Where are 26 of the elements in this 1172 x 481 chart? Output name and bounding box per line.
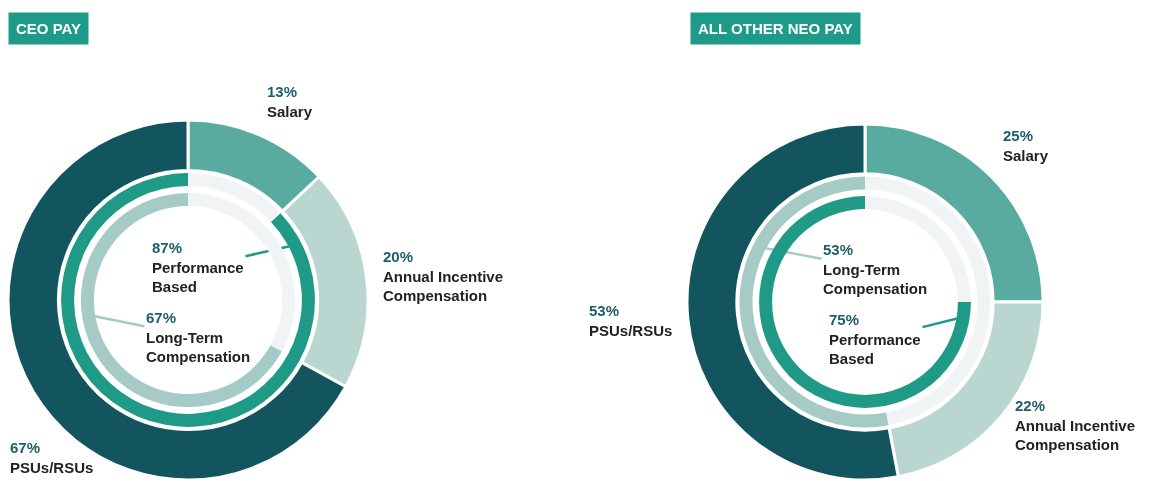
data-label: 67% bbox=[10, 439, 41, 456]
slice-label: Annual Incentive Compensation bbox=[383, 267, 504, 304]
data-label: 53% bbox=[823, 241, 854, 258]
slice-label: Annual Incentive Compensation bbox=[1015, 416, 1136, 453]
slice-label: PSUs/RSUs bbox=[10, 458, 94, 476]
donut-slice bbox=[188, 173, 281, 223]
slice-label: Performance Based bbox=[152, 258, 244, 295]
slice-label: Performance Based bbox=[829, 330, 921, 367]
data-label: 25% bbox=[1003, 127, 1034, 144]
data-label: 22% bbox=[1015, 397, 1046, 414]
slice-label: Long-Term Compensation bbox=[823, 260, 928, 297]
data-label: 13% bbox=[267, 83, 298, 100]
data-label: 67% bbox=[146, 309, 177, 326]
data-label: 53% bbox=[589, 302, 620, 319]
donut-slice bbox=[61, 173, 315, 427]
slice-label: Salary bbox=[267, 102, 313, 120]
donut-slice bbox=[759, 196, 971, 408]
donut-slice bbox=[80, 192, 282, 407]
data-label: 75% bbox=[829, 311, 860, 328]
data-label: 87% bbox=[152, 239, 183, 256]
slice-label: PSUs/RSUs bbox=[589, 321, 673, 339]
chart-title: ALL OTHER NEO PAY bbox=[698, 20, 853, 37]
slice-label: Long-Term Compensation bbox=[146, 328, 251, 365]
slice-label: Salary bbox=[1003, 146, 1049, 164]
data-label: 20% bbox=[383, 248, 414, 265]
chart-title: CEO PAY bbox=[16, 20, 82, 37]
